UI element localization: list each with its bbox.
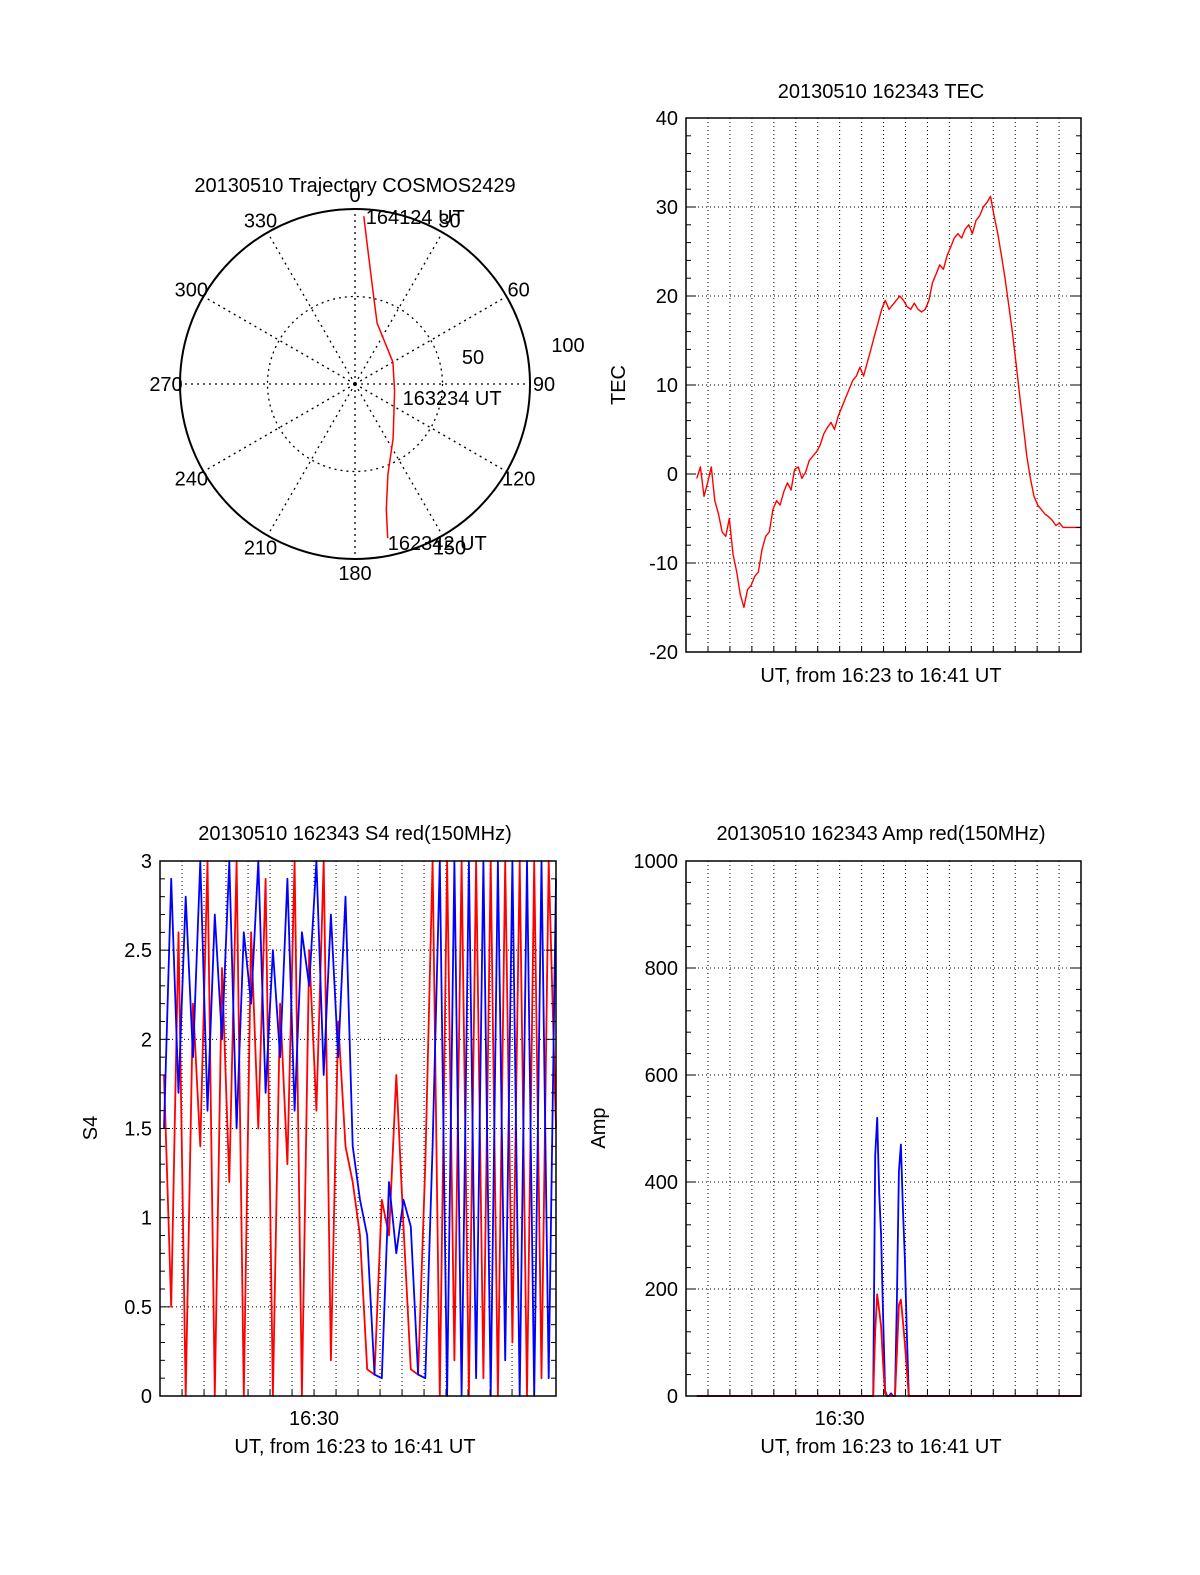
series-line (696, 1116, 1081, 1397)
s4-chart: 20130510 162343 S4 red(150MHz) 0 0.5 1 1.5 2… (80, 823, 557, 1458)
amp-title: 20130510 162343 Amp red(150MHz) (716, 823, 1045, 845)
polar-spoke (266, 232, 356, 385)
polar-spoke (354, 295, 507, 385)
polar-labels: 0 30 60 90 120 150 180 210 240 270 300 330 50 100 (149, 185, 584, 585)
amp-x-axis-label: UT, from 16:23 to 16:41 UT (760, 1436, 1001, 1458)
azimuth-tick-label: 150 (433, 538, 466, 560)
x-tick-label: 16:30 (289, 1408, 339, 1430)
azimuth-tick-label: 90 (533, 374, 555, 396)
y-tick-label: 1 (141, 1208, 152, 1230)
series-line (696, 195, 1081, 609)
trajectory-time-annotation: 162342 UT (388, 533, 487, 555)
azimuth-tick-label: 60 (508, 280, 530, 302)
y-tick-label: 10 (656, 375, 678, 397)
azimuth-tick-label: 300 (175, 280, 208, 302)
s4-y-axis-label: S4 (80, 1116, 102, 1140)
y-tick-label: 30 (656, 197, 678, 219)
y-tick-label: 20 (656, 286, 678, 308)
trajectory-time-annotation: 163234 UT (403, 388, 502, 410)
azimuth-tick-label: 240 (175, 469, 208, 491)
amp-chart: 20130510 162343 Amp red(150MHz) 0 200 400 6… (588, 823, 1082, 1458)
y-tick-label: 200 (645, 1279, 678, 1301)
y-tick-label: 3 (141, 851, 152, 873)
tec-grid (686, 118, 1081, 652)
y-tick-label: 2 (141, 1029, 152, 1051)
radial-tick-label: 50 (462, 347, 484, 369)
x-tick-label: 16:30 (815, 1408, 865, 1430)
s4-x-tick-labels: 16:30 (289, 1408, 339, 1430)
polar-inner-circle (266, 295, 444, 473)
azimuth-tick-label: 30 (438, 210, 460, 232)
y-tick-label: 1.5 (124, 1119, 152, 1141)
polar-spoke (266, 383, 356, 536)
tec-chart: 20130510 162343 TEC -20 -10 0 10 20 30 40 UT, … (608, 81, 1082, 687)
amp-y-tick-labels: 0 200 400 600 800 1000 (634, 851, 679, 1408)
y-tick-label: 40 (656, 108, 678, 130)
trajectory-polar-chart: 20130510 Trajectory COSMOS2429 0 30 60 90 12… (149, 175, 584, 585)
polar-annotations: 164124 UT 163234 UT 162342 UT (366, 207, 502, 555)
y-tick-label: -20 (649, 642, 678, 664)
azimuth-tick-label: 180 (338, 563, 371, 585)
azimuth-tick-label: 270 (149, 374, 182, 396)
y-tick-label: 2.5 (124, 940, 152, 962)
s4-title: 20130510 162343 S4 red(150MHz) (198, 823, 512, 845)
azimuth-tick-label: 210 (244, 538, 277, 560)
polar-spoke (203, 295, 356, 385)
polar-spoke (203, 383, 356, 473)
y-tick-label: 0 (667, 1386, 678, 1408)
series-line (696, 1293, 1081, 1397)
y-tick-label: 800 (645, 958, 678, 980)
azimuth-tick-label: 330 (244, 210, 277, 232)
polar-grid (179, 208, 531, 560)
y-tick-label: 600 (645, 1065, 678, 1087)
trajectory-title: 20130510 Trajectory COSMOS2429 (194, 175, 515, 197)
polar-series (363, 216, 396, 539)
trajectory-time-annotation: 164124 UT (366, 207, 465, 229)
s4-y-tick-labels: 0 0.5 1 1.5 2 2.5 3 (124, 851, 152, 1408)
amp-y-axis-label: Amp (588, 1107, 610, 1148)
y-tick-label: 0.5 (124, 1297, 152, 1319)
s4-x-axis-label: UT, from 16:23 to 16:41 UT (234, 1436, 475, 1458)
y-tick-label: 400 (645, 1172, 678, 1194)
y-tick-label: 0 (141, 1386, 152, 1408)
polar-spoke (354, 383, 507, 473)
s4-ticks (160, 860, 556, 1397)
amp-ticks (686, 860, 1081, 1397)
tec-title: 20130510 162343 TEC (778, 81, 984, 103)
polar-spoke (354, 383, 444, 536)
amp-x-tick-labels: 16:30 (815, 1408, 865, 1430)
azimuth-tick-label: 120 (502, 469, 535, 491)
y-tick-label: 1000 (634, 851, 679, 873)
tec-x-axis-label: UT, from 16:23 to 16:41 UT (760, 665, 1001, 687)
radial-tick-label: 100 (551, 335, 584, 357)
amp-series (696, 1116, 1081, 1397)
tec-series (696, 195, 1081, 609)
trajectory-line (363, 216, 396, 539)
polar-spoke (354, 232, 444, 385)
tec-y-axis-label: TEC (608, 365, 630, 405)
tec-y-tick-labels: -20 -10 0 10 20 30 40 (649, 108, 678, 664)
azimuth-tick-label: 0 (349, 185, 360, 207)
y-tick-label: -10 (649, 553, 678, 575)
tec-ticks (686, 117, 1081, 653)
y-tick-label: 0 (667, 464, 678, 486)
